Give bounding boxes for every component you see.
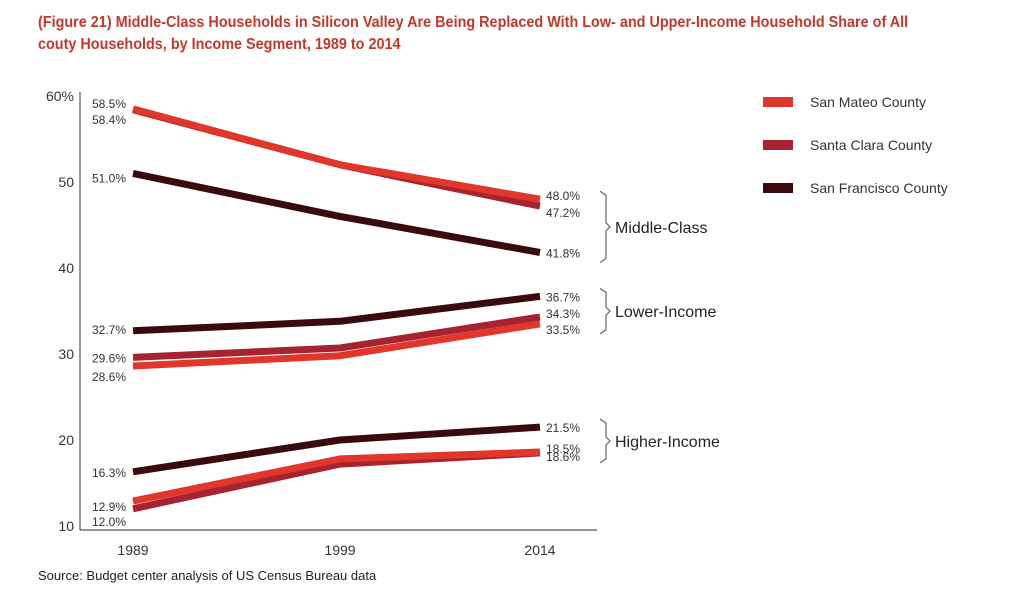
segment-label: Higher-Income [615,434,720,451]
legend-label: San Mateo County [810,94,926,110]
data-label: 33.5% [546,323,580,337]
series-line [132,320,541,370]
series-line [132,169,541,256]
data-label: 18.5% [546,442,580,456]
legend-swatch [763,97,793,107]
x-tick-label: 1999 [324,542,355,558]
data-label: 47.2% [546,206,580,220]
y-tick-label: 50 [58,174,74,190]
series-line [132,105,541,203]
y-tick-label: 10 [58,518,74,534]
legend-swatch [763,140,793,150]
segment-bracket [599,287,611,335]
segment-bracket [599,418,611,464]
series-line [132,423,541,476]
series-line [132,292,541,335]
source-note: Source: Budget center analysis of US Cen… [38,568,377,583]
segment-bracket [599,190,611,264]
chart-title: (Figure 21) Middle-Class Households in S… [38,14,909,53]
data-label: 12.9% [92,500,126,514]
y-tick-label: 60% [46,88,74,104]
data-label: 28.6% [92,370,126,384]
data-label: 58.4% [92,113,126,127]
series-line [132,448,541,505]
data-label: 34.3% [546,307,580,321]
data-label: 18.6% [546,450,580,464]
segment-label: Middle-Class [615,220,707,237]
data-label: 29.6% [92,351,126,365]
data-label: 32.7% [92,323,126,337]
legend-label: San Francisco County [810,180,948,196]
legend-swatch [763,183,793,193]
data-label: 58.5% [92,97,126,111]
data-label: 16.3% [92,466,126,480]
data-label: 51.0% [92,171,126,185]
segment-label: Lower-Income [615,304,716,321]
y-tick-label: 20 [58,432,74,448]
data-label: 41.8% [546,247,580,261]
y-tick-label: 40 [58,260,74,276]
data-label: 12.0% [92,515,126,529]
series-line [132,313,541,361]
data-label: 21.5% [546,421,580,435]
x-tick-label: 2014 [524,542,555,558]
data-label: 48.0% [546,189,580,203]
x-tick-label: 1989 [117,542,148,558]
data-label: 36.7% [546,290,580,304]
legend-label: Santa Clara County [810,137,932,153]
y-tick-label: 30 [58,346,74,362]
